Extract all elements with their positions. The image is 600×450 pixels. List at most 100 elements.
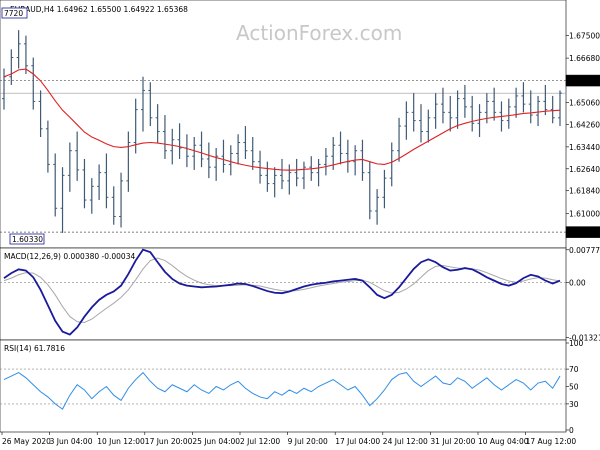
ohlc-bar — [492, 87, 497, 121]
ohlc-bar — [514, 87, 519, 118]
ohlc-bar — [404, 101, 409, 140]
ohlc-bar — [82, 158, 87, 209]
macd-pane: MACD(12,26,9) 0.000380 -0.00034 0.007778… — [0, 246, 600, 343]
ohlc-bar — [250, 137, 255, 170]
x-tick-label: 26 May 2020 — [2, 437, 51, 446]
rsi-y-tick-label: 0 — [569, 426, 574, 435]
macd-y-tick-label: 0.00 — [569, 278, 586, 287]
ohlc-bar — [521, 82, 526, 113]
ohlc-bar — [111, 186, 116, 225]
ohlc-bar — [382, 169, 387, 209]
price-marker-box — [565, 74, 600, 87]
ohlc-bar — [199, 131, 204, 168]
ohlc-bar — [221, 139, 226, 173]
ohlc-bar — [148, 82, 153, 127]
x-tick-label: 31 Jul 20:00 — [430, 437, 475, 446]
rsi-pane: RSI(14) 61.7816 100 70 50 30 0 — [0, 339, 584, 435]
price-marker-label: 1.60330 — [569, 228, 600, 237]
ohlc-bar — [177, 123, 182, 159]
price-marker-label: 1.65860 — [569, 77, 600, 86]
ohlc-bar — [360, 139, 365, 181]
ohlc-bar — [338, 131, 343, 165]
ohlc-bar — [287, 164, 292, 195]
main-y-tick-label: 1.61000 — [569, 210, 600, 219]
rsi-title: RSI(14) 61.7816 — [4, 344, 65, 353]
ohlc-bar — [367, 161, 372, 220]
rsi-y-tick-label: 100 — [569, 339, 584, 348]
ohlc-bar — [411, 93, 416, 132]
macd-series — [3, 248, 561, 336]
rsi-y-tick-label: 70 — [569, 365, 579, 374]
ohlc-bar — [265, 161, 270, 192]
ohlc-bar — [448, 95, 453, 132]
x-tick-label: 9 Jul 20:00 — [288, 437, 328, 446]
ohlc-bar — [206, 142, 211, 179]
price-marker-box — [565, 226, 600, 238]
main-pane: EURAUD,H4 1.64962 1.65500 1.64922 1.6536… — [0, 0, 600, 249]
ohlc-bar — [243, 126, 248, 159]
main-y-tick-label: 1.67500 — [569, 32, 600, 41]
ohlc-bar — [455, 90, 460, 129]
ohlc-bar — [536, 95, 541, 127]
main-y-tick-label: 1.63440 — [569, 143, 600, 152]
ohlc-bar — [558, 90, 562, 127]
chart-label-high: 7720 — [1, 7, 28, 19]
ohlc-bar — [462, 84, 467, 118]
ohlc-bar — [119, 172, 124, 228]
macd-y-axis: 0.007778 0.00 -0.01321 — [566, 246, 600, 343]
ohlc-series — [2, 30, 562, 233]
ohlc-bar — [170, 128, 175, 165]
ohlc-bar — [38, 90, 43, 138]
ohlc-bar — [397, 117, 402, 162]
chart-label-high-text: 7720 — [4, 9, 23, 18]
x-tick-label: 17 Jun 20:00 — [145, 437, 193, 446]
ohlc-bar — [272, 167, 277, 198]
main-y-tick-label: 1.61840 — [569, 187, 600, 196]
ohlc-bar — [31, 57, 36, 110]
main-y-tick-label: 1.62640 — [569, 165, 600, 174]
ohlc-bar — [16, 30, 21, 69]
ohlc-bar — [550, 95, 555, 124]
ohlc-bar — [440, 87, 445, 124]
ohlc-bar — [433, 93, 438, 129]
ohlc-bar — [301, 161, 306, 190]
chart-label-low-text: 1.60330 — [12, 235, 43, 244]
ohlc-bar — [294, 158, 299, 187]
ohlc-bar — [323, 147, 328, 176]
x-tick-label: 10 Jun 12:00 — [97, 437, 145, 446]
rsi-series — [3, 371, 561, 410]
macd-line — [3, 248, 561, 336]
ohlc-bar — [426, 109, 431, 143]
main-guide-lines — [0, 80, 566, 233]
watermark: ActionForex.com — [236, 21, 402, 45]
moving-average-series — [3, 68, 561, 171]
rsi-y-tick-label: 30 — [569, 400, 579, 409]
ohlc-bar — [89, 178, 94, 214]
ohlc-bar — [9, 49, 14, 85]
ohlc-bar — [53, 153, 58, 217]
ohlc-bar — [126, 131, 131, 192]
ohlc-bar — [528, 90, 533, 124]
main-title: EURAUD,H4 1.64962 1.65500 1.64922 1.6536… — [10, 5, 188, 14]
ohlc-bar — [75, 131, 80, 181]
ohlc-bar — [228, 145, 233, 176]
x-tick-label: 3 Jun 04:00 — [50, 437, 93, 446]
x-tick-label: 24 Jul 12:00 — [383, 437, 428, 446]
ohlc-bar — [375, 189, 380, 225]
main-y-tick-label: 1.64260 — [569, 120, 600, 129]
ohlc-bar — [141, 76, 145, 132]
x-tick-label: 17 Aug 12:00 — [526, 437, 577, 446]
ohlc-bar — [477, 104, 482, 138]
ohlc-bar — [155, 104, 160, 143]
x-tick-label: 17 Jul 04:00 — [335, 437, 380, 446]
ohlc-bar — [45, 120, 50, 173]
macd-y-tick-label: 0.007778 — [569, 246, 600, 255]
main-y-axis: 1.67500 1.66680 1.65860 1.65060 1.64260 1.634… — [565, 32, 600, 238]
macd-plot-area — [0, 247, 567, 341]
ohlc-bar — [389, 142, 394, 187]
ohlc-bar — [60, 167, 65, 233]
rsi-plot-area — [0, 339, 567, 433]
rsi-y-tick-label: 50 — [569, 383, 579, 392]
